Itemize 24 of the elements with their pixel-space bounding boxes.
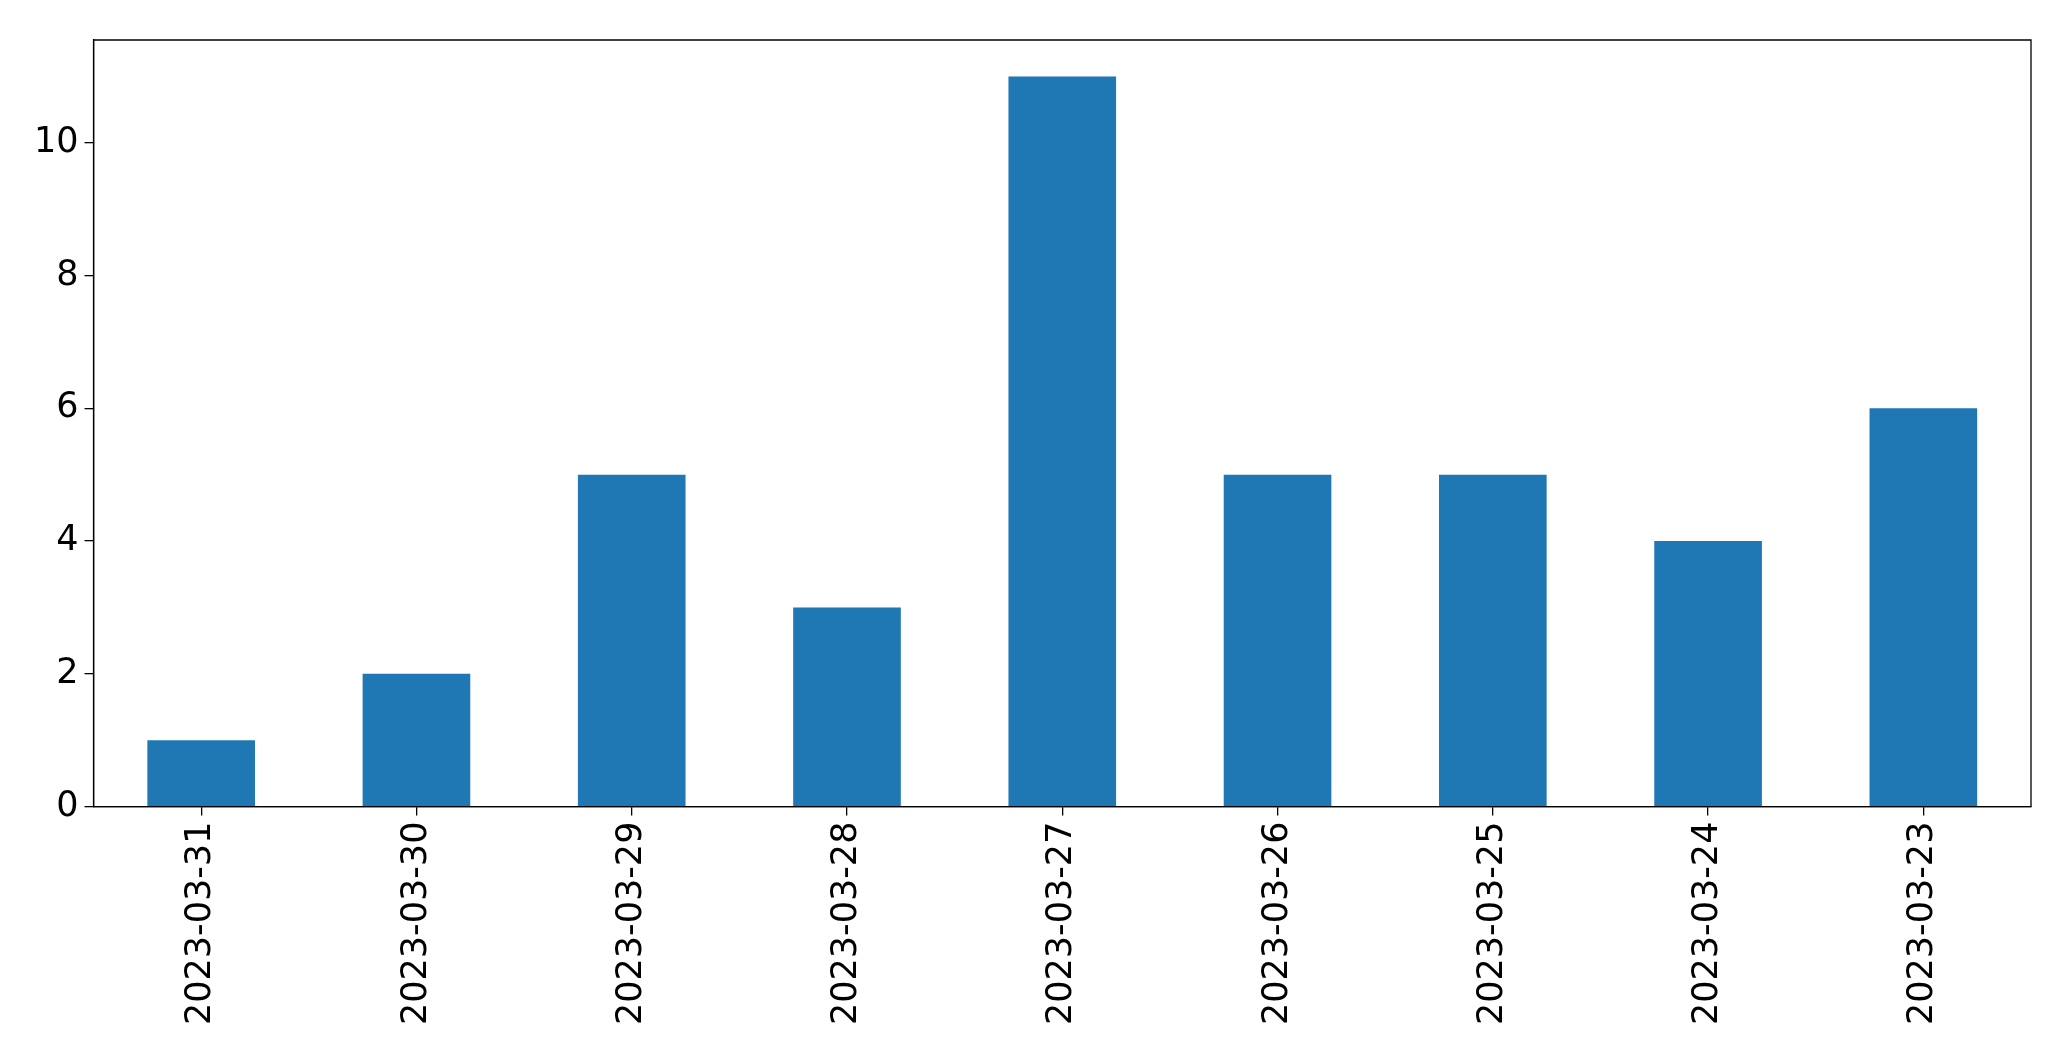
bar <box>1223 474 1332 806</box>
x-tick-label: 2023-03-27 <box>1039 821 1080 1025</box>
y-tick-label: 0 <box>56 783 79 824</box>
bar <box>1869 408 1978 806</box>
x-tick-label: 2023-03-23 <box>1900 821 1941 1025</box>
bar <box>793 607 901 806</box>
x-tick-label: 2023-03-29 <box>608 821 649 1025</box>
y-tick-label: 10 <box>33 119 79 160</box>
x-tick-label: 2023-03-26 <box>1254 821 1295 1025</box>
bar <box>1654 541 1762 806</box>
bar <box>577 474 686 806</box>
bar <box>147 740 255 806</box>
bar <box>1439 474 1547 806</box>
bar <box>1008 76 1117 806</box>
bar <box>362 673 471 806</box>
y-tick-label: 6 <box>56 385 79 426</box>
y-tick-label: 2 <box>56 650 79 691</box>
x-tick-label: 2023-03-31 <box>178 821 219 1025</box>
y-tick-label: 8 <box>56 252 79 293</box>
y-tick-label: 4 <box>56 518 79 559</box>
x-tick-label: 2023-03-30 <box>393 821 434 1025</box>
x-tick-label: 2023-03-28 <box>824 821 865 1025</box>
x-tick-label: 2023-03-25 <box>1469 821 1510 1025</box>
x-tick-label: 2023-03-24 <box>1685 821 1726 1025</box>
